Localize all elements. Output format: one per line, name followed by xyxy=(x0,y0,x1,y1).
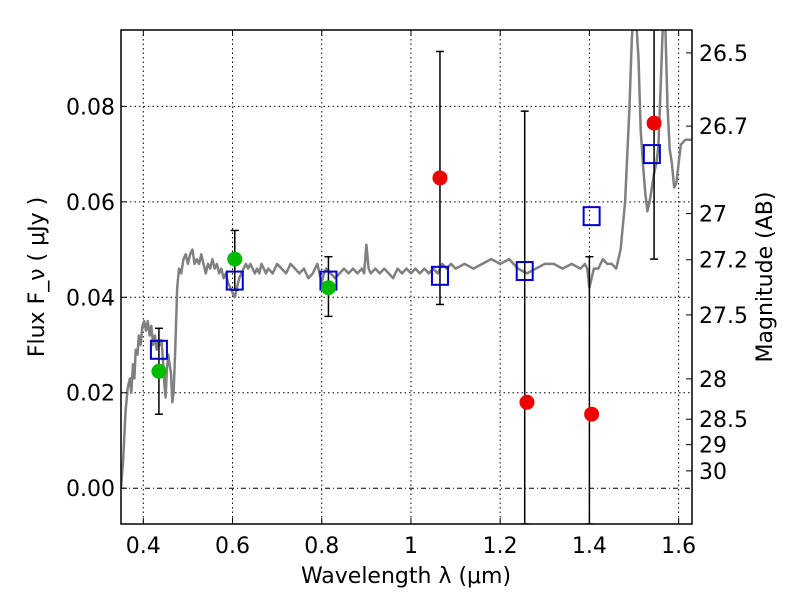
ticks: 0.4 0.6 0.8 1 1.2 1.4 1.6 0.00 0.02 0.04 0.06 0.08 2… xyxy=(66,30,748,559)
mag-tick-label: 28 xyxy=(699,368,727,393)
y-axis-label: Flux F_ν ( μJy ) xyxy=(25,197,50,357)
x-tick-label: 1.4 xyxy=(572,534,607,559)
sed-line xyxy=(121,30,692,489)
x-tick-label: 0.6 xyxy=(215,534,250,559)
x-tick-label: 1.2 xyxy=(483,534,518,559)
plot-area xyxy=(121,30,692,524)
y-tick-label: 0.02 xyxy=(66,382,115,407)
red-circle-marker xyxy=(584,406,600,422)
mag-tick-label: 27.5 xyxy=(699,304,748,329)
mag-tick-label: 26.5 xyxy=(699,42,748,67)
plot-background xyxy=(121,30,692,524)
detection-circle-marker xyxy=(227,251,243,267)
mag-tick-label: 30 xyxy=(699,460,727,485)
mag-tick-label: 28.5 xyxy=(699,408,748,433)
detection-circle-marker xyxy=(151,363,167,379)
plot-frame xyxy=(120,29,693,525)
red-circle-marker xyxy=(432,170,448,186)
model-square-marker xyxy=(225,270,244,291)
model-square-marker xyxy=(430,265,449,286)
x-axis-label: Wavelength λ (μm) xyxy=(301,564,511,589)
y-tick-label: 0.08 xyxy=(66,95,115,120)
mag-tick-label: 27 xyxy=(699,203,727,228)
mag-tick-label: 26.7 xyxy=(699,115,748,140)
x-tick-label: 0.8 xyxy=(304,534,339,559)
red-circle-marker xyxy=(646,115,662,131)
x-tick-label: 1.6 xyxy=(661,534,696,559)
y-tick-label: 0.00 xyxy=(66,477,115,502)
detection-circle-marker xyxy=(320,280,336,296)
model-square-marker xyxy=(582,206,601,227)
model-square-marker xyxy=(642,144,661,165)
red-circle-marker xyxy=(519,394,535,410)
y-tick-label: 0.04 xyxy=(66,286,115,311)
plot-border xyxy=(120,29,693,525)
grid xyxy=(121,30,692,524)
x-tick-label: 0.4 xyxy=(126,534,161,559)
mag-tick-label: 27.2 xyxy=(699,249,748,274)
y-tick-label: 0.06 xyxy=(66,191,115,216)
model-square-marker xyxy=(515,261,534,282)
x-tick-label: 1 xyxy=(404,534,418,559)
mag-tick-label: 29 xyxy=(699,434,727,459)
model-square-marker xyxy=(149,339,168,360)
y-axis-right-label: Magnitude (AB) xyxy=(753,192,778,363)
